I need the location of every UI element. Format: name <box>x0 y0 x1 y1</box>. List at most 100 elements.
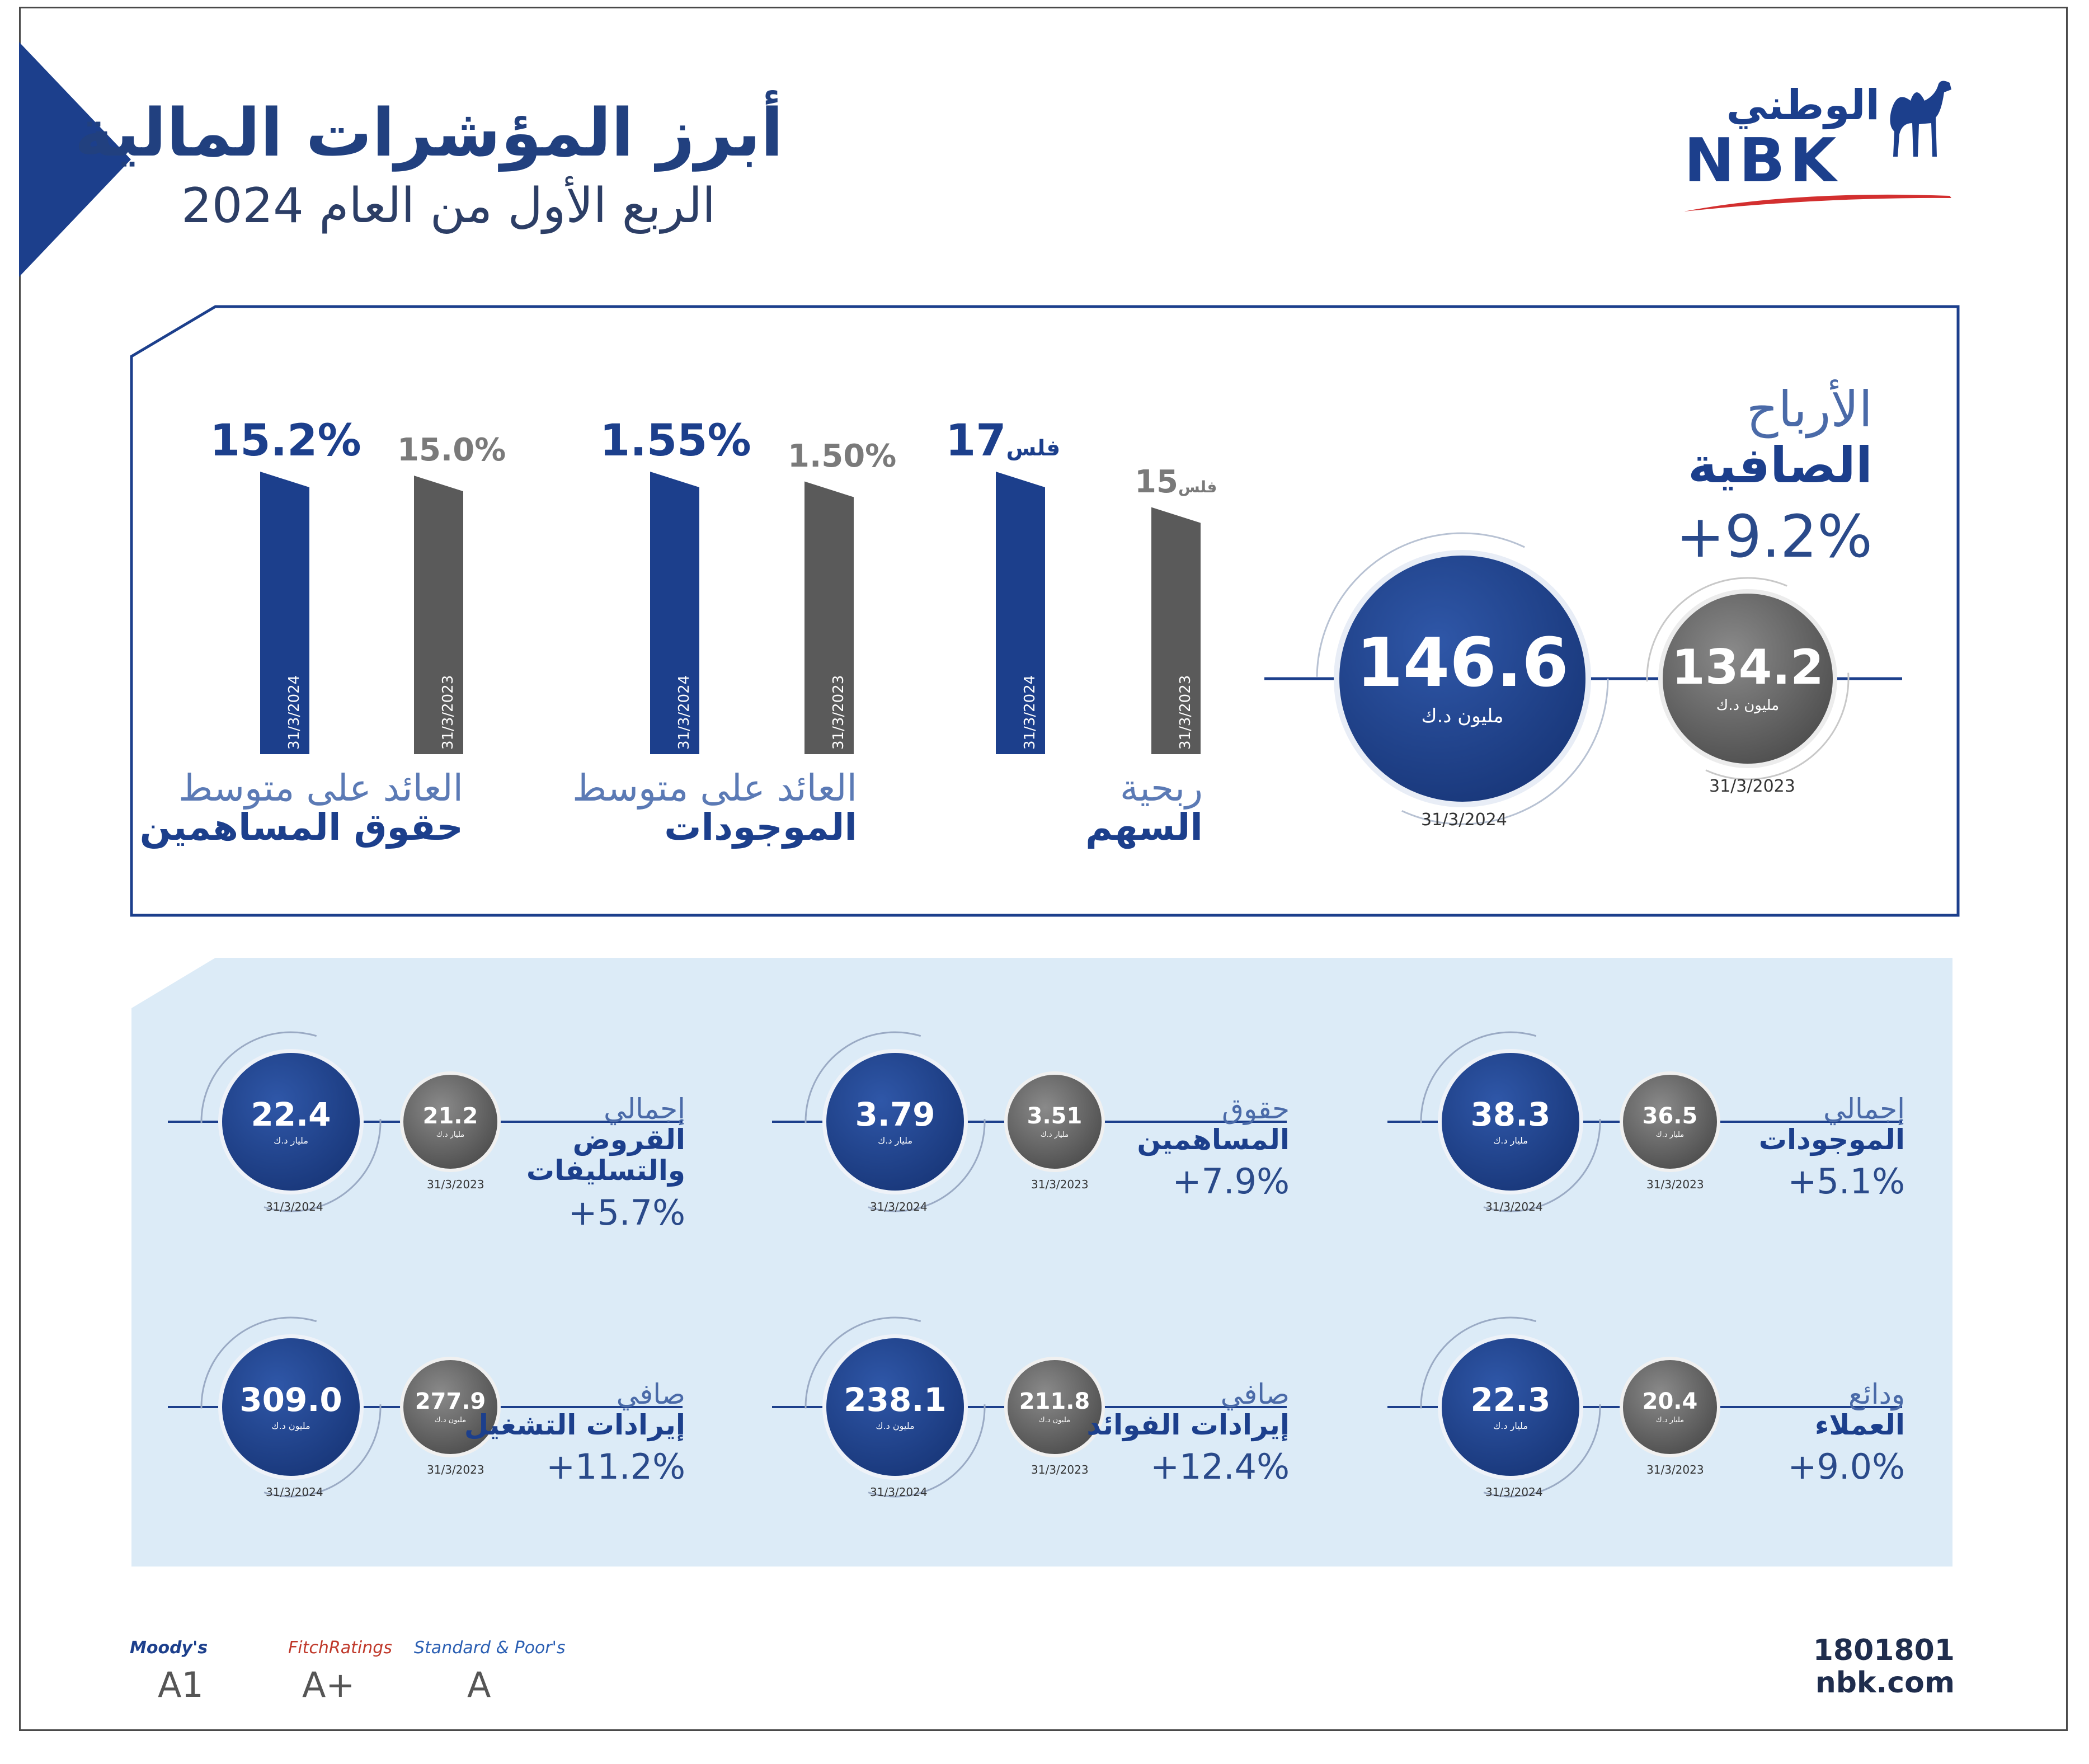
bar-group-label-line1-0: ربحية <box>1119 766 1203 810</box>
corner-triangle-decoration <box>19 42 131 277</box>
kpi-growth-deposits: +9.0% <box>1787 1446 1905 1487</box>
contact-phone: 1801801 <box>1813 1634 1955 1667</box>
rating-agency-1: FitchRatings <box>288 1638 392 1658</box>
kpi-current-unit-deposits: مليار د.ك <box>1493 1420 1528 1431</box>
kpi-current-unit-assets: مليار د.ك <box>1493 1135 1528 1146</box>
kpi-previous-value-loans: 21.2 <box>422 1103 478 1129</box>
kpi-previous-value-equity: 3.51 <box>1027 1103 1083 1129</box>
net-profit-current-date: 31/3/2024 <box>1421 810 1507 830</box>
kpi-current-unit-equity: مليار د.ك <box>878 1135 912 1146</box>
kpi-title-loans: إجمالي القروض والتسليفات <box>526 1094 685 1186</box>
kpi-previous-circle-loans: 21.2 مليار د.ك <box>400 1071 501 1172</box>
kpi-previous-circle-deposits: 20.4 مليار د.ك <box>1620 1357 1720 1457</box>
kpi-current-value-assets: 38.3 <box>1470 1095 1551 1133</box>
kpi-current-date-equity: 31/3/2024 <box>870 1200 928 1213</box>
logo-swoosh-icon <box>1684 194 1951 211</box>
bar-unit-0-0: فلس <box>1006 436 1061 461</box>
kpi-current-circle-operating: 309.0 مليون د.ك <box>218 1334 364 1480</box>
kpi-title-deposits: ودائع العملاء <box>1815 1379 1905 1441</box>
bar-value-label-0-0: فلس17 <box>945 416 1061 466</box>
kpi-current-date-interest: 31/3/2024 <box>870 1485 928 1499</box>
kpi-title-line2-operating: إيرادات التشغيل <box>464 1409 685 1441</box>
bar-group-label-line2-0: السهم <box>1085 806 1203 849</box>
kpi-previous-date-loans: 31/3/2023 <box>427 1178 484 1191</box>
net-profit-current-unit: مليون د.ك <box>1421 705 1504 727</box>
net-profit-growth: +9.2% <box>1676 502 1872 571</box>
bar-group-label-line2-2: حقوق المساهمين <box>139 806 463 849</box>
bar-2-0 <box>260 472 309 754</box>
kpi-title-line1-interest: صافي <box>1220 1378 1290 1410</box>
kpi-previous-date-deposits: 31/3/2023 <box>1646 1463 1704 1476</box>
kpi-previous-date-interest: 31/3/2023 <box>1031 1463 1089 1476</box>
kpi-previous-date-equity: 31/3/2023 <box>1031 1178 1089 1191</box>
kpi-previous-unit-equity: مليار د.ك <box>1040 1130 1069 1139</box>
kpi-previous-unit-loans: مليار د.ك <box>436 1130 465 1139</box>
kpi-current-circle-deposits: 22.3 مليار د.ك <box>1438 1334 1583 1480</box>
kpi-previous-value-assets: 36.5 <box>1642 1103 1698 1129</box>
kpi-title-line1-equity: حقوق <box>1222 1093 1290 1125</box>
kpi-growth-assets: +5.1% <box>1787 1161 1905 1202</box>
kpi-current-circle-interest: 238.1 مليون د.ك <box>822 1334 968 1480</box>
kpi-previous-unit-interest: مليون د.ك <box>1038 1415 1071 1424</box>
kpi-growth-loans: +5.7% <box>568 1192 685 1233</box>
kpi-ring-interest <box>804 1316 986 1498</box>
kpi-previous-unit-operating: مليون د.ك <box>434 1415 467 1424</box>
kpi-title-line1-assets: إجمالي <box>1823 1093 1905 1125</box>
kpi-previous-value-interest: 211.8 <box>1019 1388 1090 1414</box>
kpi-title-line2-assets: الموجودات <box>1758 1123 1905 1156</box>
logo-arabic-text: الوطني <box>1726 81 1880 129</box>
kpi-current-value-equity: 3.79 <box>855 1095 935 1133</box>
rating-agency-2: Standard & Poor's <box>414 1638 566 1658</box>
kpi-current-value-loans: 22.4 <box>251 1095 331 1133</box>
bar-group-label-line1-2: العائد على متوسط <box>178 766 463 810</box>
bar-group-label-line2-1: الموجودات <box>664 806 857 849</box>
net-profit-previous-unit: مليون د.ك <box>1716 697 1780 714</box>
kpi-title-line2-interest: إيرادات الفوائد <box>1086 1409 1290 1441</box>
page-subtitle: الربع الأول من العام 2024 <box>181 178 716 234</box>
kpi-ring-operating <box>200 1316 382 1498</box>
rating-grade-0: A1 <box>158 1664 204 1705</box>
kpi-title-line2-equity: المساهمين <box>1137 1123 1290 1156</box>
kpi-previous-circle-operating: 277.9 مليون د.ك <box>400 1357 501 1457</box>
kpi-ring-equity <box>804 1031 986 1212</box>
kpi-title-line1-operating: صافي <box>616 1378 685 1410</box>
kpi-current-circle-assets: 38.3 مليار د.ك <box>1438 1049 1583 1194</box>
bar-0-1 <box>1151 507 1201 754</box>
kpi-previous-date-operating: 31/3/2023 <box>427 1463 484 1476</box>
kpi-title-assets: إجمالي الموجودات <box>1759 1094 1905 1155</box>
bar-0-0 <box>996 472 1045 754</box>
kpi-panel <box>131 958 1952 1567</box>
kpi-ring-deposits <box>1420 1316 1601 1498</box>
kpi-current-circle-equity: 3.79 مليار د.ك <box>822 1049 968 1194</box>
rating-agency-0: Moody's <box>130 1638 208 1658</box>
contact-website[interactable]: nbk.com <box>1815 1666 1955 1700</box>
kpi-previous-value-deposits: 20.4 <box>1642 1388 1698 1414</box>
kpi-current-value-operating: 309.0 <box>239 1380 342 1419</box>
kpi-growth-operating: +11.2% <box>546 1446 685 1487</box>
bar-2-1 <box>414 476 463 754</box>
kpi-current-date-loans: 31/3/2024 <box>266 1200 323 1213</box>
bar-unit-0-1: فلس <box>1178 477 1217 496</box>
kpi-current-value-interest: 238.1 <box>844 1380 947 1419</box>
bar-value-label-1-1: 1.50% <box>788 438 897 474</box>
kpi-previous-value-operating: 277.9 <box>415 1388 486 1414</box>
net-profit-current-circle: 146.6 مليون د.ك <box>1334 550 1591 807</box>
kpi-current-unit-operating: مليون د.ك <box>271 1420 310 1431</box>
net-profit-label-line2: الصافية <box>1688 436 1872 494</box>
net-profit-label-line1: الأرباح <box>1746 380 1872 438</box>
kpi-title-line2-deposits: العملاء <box>1814 1409 1905 1441</box>
kpi-title-line2-loans: القروض <box>572 1123 685 1156</box>
kpi-current-date-operating: 31/3/2024 <box>266 1485 323 1499</box>
kpi-current-date-assets: 31/3/2024 <box>1485 1200 1543 1213</box>
bar-value-label-0-1: فلس15 <box>1135 463 1217 500</box>
kpi-ring-loans <box>200 1031 382 1212</box>
camel-icon <box>1890 81 1951 157</box>
page-title: أبرز المؤشرات المالية <box>74 94 783 171</box>
kpi-title-line1-deposits: ودائع <box>1848 1378 1905 1410</box>
nbk-logo: الوطني NBK <box>1684 81 1952 211</box>
rating-grade-1: A+ <box>302 1664 355 1705</box>
kpi-ring-assets <box>1420 1031 1601 1212</box>
